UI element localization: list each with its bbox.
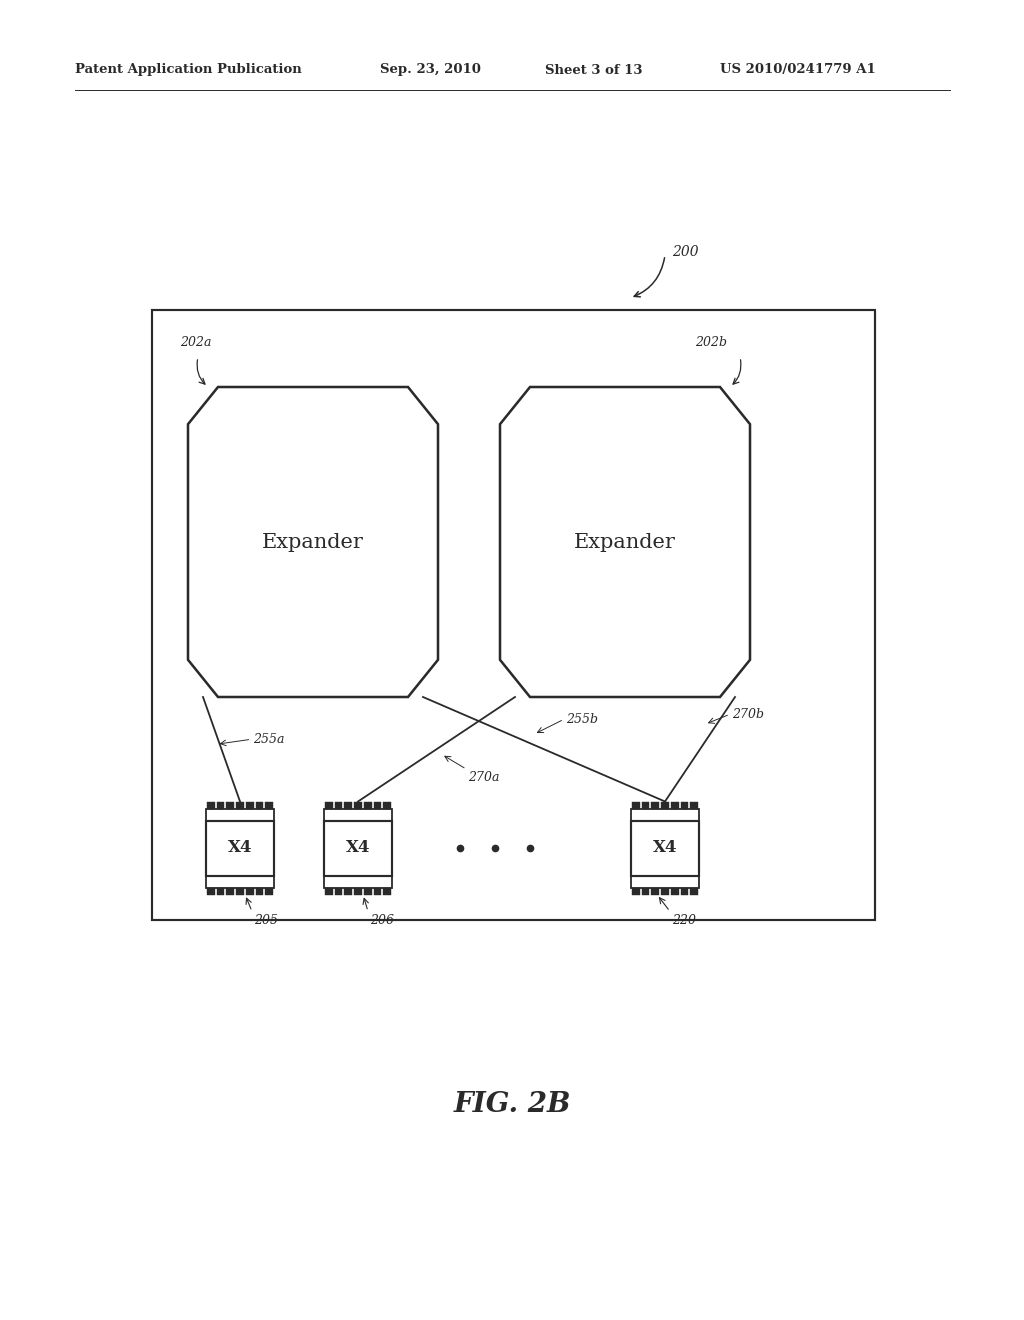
Polygon shape (226, 801, 234, 808)
Polygon shape (344, 887, 352, 895)
Polygon shape (217, 887, 224, 895)
Polygon shape (632, 887, 640, 895)
Polygon shape (237, 801, 244, 808)
Text: 270b: 270b (732, 708, 764, 721)
Text: 255a: 255a (254, 733, 285, 746)
Text: FIG. 2B: FIG. 2B (454, 1092, 570, 1118)
Text: Sep. 23, 2010: Sep. 23, 2010 (380, 63, 481, 77)
Text: 200: 200 (672, 246, 698, 259)
Polygon shape (265, 887, 273, 895)
Polygon shape (651, 801, 659, 808)
Polygon shape (383, 801, 391, 808)
Polygon shape (354, 887, 361, 895)
Text: X4: X4 (652, 840, 677, 857)
Polygon shape (642, 887, 649, 895)
Polygon shape (374, 801, 381, 808)
Polygon shape (265, 801, 273, 808)
Text: 206: 206 (370, 913, 394, 927)
Text: US 2010/0241779 A1: US 2010/0241779 A1 (720, 63, 876, 77)
Polygon shape (690, 801, 698, 808)
Polygon shape (662, 801, 669, 808)
Polygon shape (651, 887, 659, 895)
Polygon shape (335, 801, 342, 808)
Polygon shape (237, 887, 244, 895)
Polygon shape (364, 887, 372, 895)
Text: Expander: Expander (574, 532, 676, 552)
Text: Patent Application Publication: Patent Application Publication (75, 63, 302, 77)
Text: 270a: 270a (469, 771, 500, 784)
Polygon shape (662, 887, 669, 895)
Text: X4: X4 (227, 840, 252, 857)
Polygon shape (383, 887, 391, 895)
Polygon shape (681, 887, 688, 895)
Text: 205: 205 (254, 913, 278, 927)
Polygon shape (325, 887, 333, 895)
Polygon shape (207, 801, 215, 808)
Polygon shape (344, 801, 352, 808)
Polygon shape (690, 887, 698, 895)
Polygon shape (256, 887, 263, 895)
Polygon shape (335, 887, 342, 895)
Polygon shape (325, 801, 333, 808)
Polygon shape (642, 801, 649, 808)
Polygon shape (226, 887, 234, 895)
Polygon shape (632, 801, 640, 808)
Text: 255b: 255b (566, 713, 598, 726)
Polygon shape (374, 887, 381, 895)
Polygon shape (681, 801, 688, 808)
Text: Sheet 3 of 13: Sheet 3 of 13 (545, 63, 642, 77)
Text: 202b: 202b (695, 337, 727, 348)
Text: 202a: 202a (180, 337, 212, 348)
Polygon shape (217, 801, 224, 808)
Polygon shape (671, 801, 679, 808)
Polygon shape (256, 801, 263, 808)
Polygon shape (246, 801, 254, 808)
Polygon shape (354, 801, 361, 808)
Text: 220: 220 (672, 913, 696, 927)
Polygon shape (207, 887, 215, 895)
Text: Expander: Expander (262, 532, 364, 552)
Polygon shape (364, 801, 372, 808)
Polygon shape (246, 887, 254, 895)
Text: X4: X4 (346, 840, 371, 857)
Polygon shape (671, 887, 679, 895)
